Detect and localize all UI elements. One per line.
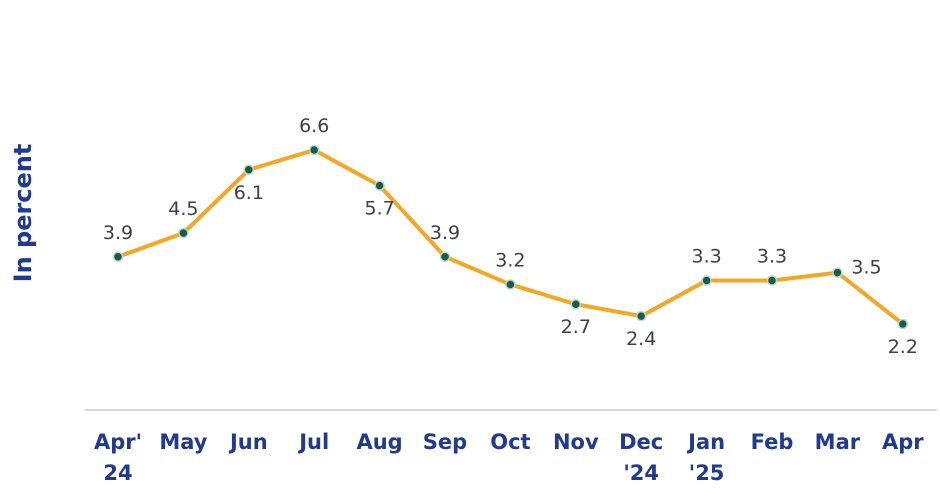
x-tick-labels: Apr' 24 May Jun Jul Aug Sep Oct Nov Dec '24 Jan '25 F… xyxy=(94,430,924,485)
data-label: 3.5 xyxy=(851,257,881,279)
x-tick-label: Aug xyxy=(356,430,402,454)
data-label: 6.6 xyxy=(299,115,329,137)
data-marker xyxy=(635,310,647,322)
data-labels: 3.9 4.5 6.1 6.6 5.7 3.9 3.2 2.7 2.4 3.3 3.3 3.5 2.2 xyxy=(103,115,918,358)
data-label: 4.5 xyxy=(168,198,198,220)
x-tick-label: 24 xyxy=(103,461,132,485)
x-tick-label: '24 xyxy=(623,461,659,485)
y-axis-label: In percent xyxy=(9,144,37,283)
x-tick-label: Jul xyxy=(297,430,329,454)
x-tick-label: Dec xyxy=(619,430,663,454)
data-label: 3.2 xyxy=(495,249,525,271)
data-label: 3.9 xyxy=(430,222,460,244)
data-marker xyxy=(308,144,320,156)
x-tick-label: Sep xyxy=(423,430,467,454)
x-tick-label: Oct xyxy=(490,430,530,454)
data-marker xyxy=(243,164,255,176)
x-tick-label: '25 xyxy=(689,461,725,485)
data-label: 2.7 xyxy=(561,316,591,338)
x-tick-label: Mar xyxy=(815,430,861,454)
data-label: 2.4 xyxy=(626,328,656,350)
x-tick-label: Apr' xyxy=(94,430,142,454)
data-label: 6.1 xyxy=(234,182,264,204)
x-tick-label: Apr xyxy=(882,430,924,454)
data-marker xyxy=(897,318,909,330)
x-tick-label: Feb xyxy=(751,430,794,454)
series-line xyxy=(117,148,905,326)
data-marker xyxy=(439,251,451,263)
data-marker xyxy=(374,180,385,191)
data-label: 5.7 xyxy=(364,198,394,220)
data-marker xyxy=(570,298,582,310)
data-marker xyxy=(832,267,843,278)
data-marker xyxy=(505,279,516,290)
data-label: 3.3 xyxy=(691,246,721,268)
x-tick-label: May xyxy=(159,430,207,454)
data-marker xyxy=(701,275,712,286)
data-marker xyxy=(766,275,778,286)
x-tick-label: Jan xyxy=(686,430,725,454)
data-label: 2.2 xyxy=(888,336,918,358)
data-marker xyxy=(178,227,189,239)
x-tick-label: Jun xyxy=(228,430,268,454)
data-label: 3.9 xyxy=(103,222,133,244)
x-tick-label: Nov xyxy=(553,430,599,454)
data-marker xyxy=(112,251,124,263)
data-markers xyxy=(112,144,909,330)
data-label: 3.3 xyxy=(757,246,787,268)
